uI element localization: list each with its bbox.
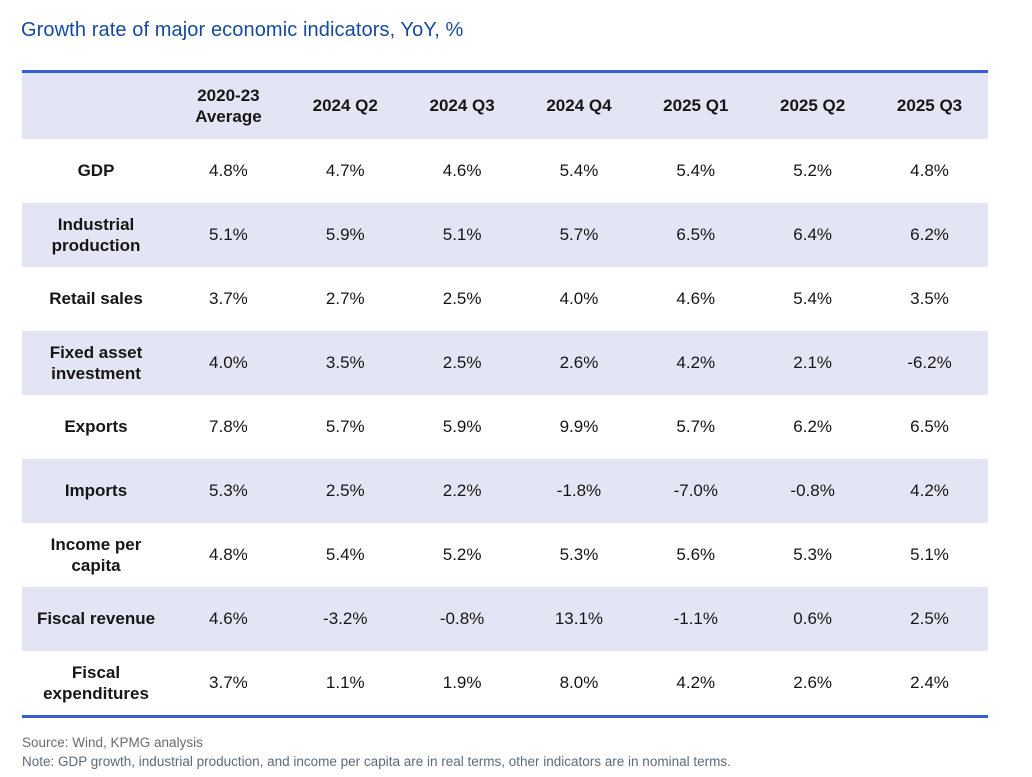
row-label-fiscal-expenditures: Fiscal expenditures xyxy=(22,651,170,715)
indicators-table-container: 2020-23 Average 2024 Q2 2024 Q3 2024 Q4 … xyxy=(22,70,988,718)
cell-fiscexp-avg: 3.7% xyxy=(170,651,287,715)
header-row: 2020-23 Average 2024 Q2 2024 Q3 2024 Q4 … xyxy=(22,73,988,139)
cell-gdp-2025q2: 5.2% xyxy=(754,139,872,203)
cell-imports-2024q2: 2.5% xyxy=(286,459,404,523)
cell-retail-avg: 3.7% xyxy=(170,267,287,331)
source-note: Source: Wind, KPMG analysis xyxy=(22,735,203,750)
cell-income-2024q4: 5.3% xyxy=(520,523,638,587)
cell-fai-avg: 4.0% xyxy=(170,331,287,395)
cell-gdp-2024q3: 4.6% xyxy=(403,139,521,203)
cell-fiscrev-2024q2: -3.2% xyxy=(286,587,404,651)
cell-exports-2025q1: 5.7% xyxy=(637,395,755,459)
cell-imports-2025q1: -7.0% xyxy=(637,459,755,523)
figure-footer: Source: Wind, KPMG analysis Note: GDP gr… xyxy=(22,734,1012,772)
cell-fiscexp-2024q3: 1.9% xyxy=(403,651,521,715)
cell-gdp-2025q3: 4.8% xyxy=(871,139,988,203)
cell-fiscrev-2025q3: 2.5% xyxy=(871,587,988,651)
cell-exports-avg: 7.8% xyxy=(170,395,287,459)
cell-income-2025q1: 5.6% xyxy=(637,523,755,587)
row-label-exports: Exports xyxy=(22,395,170,459)
cell-income-2024q2: 5.4% xyxy=(286,523,404,587)
cell-fiscexp-2025q2: 2.6% xyxy=(754,651,872,715)
header-cell-2024-q4: 2024 Q4 xyxy=(520,73,638,139)
table-row-gdp: GDP 4.8% 4.7% 4.6% 5.4% 5.4% 5.2% 4.8% xyxy=(22,139,988,203)
cell-fai-2024q3: 2.5% xyxy=(403,331,521,395)
header-cell-blank xyxy=(22,73,170,139)
cell-fiscexp-2024q4: 8.0% xyxy=(520,651,638,715)
row-label-income-per-capita: Income per capita xyxy=(22,523,170,587)
table-row-fixed-asset-investment: Fixed asset investment 4.0% 3.5% 2.5% 2.… xyxy=(22,331,988,395)
header-cell-2025-q1: 2025 Q1 xyxy=(637,73,755,139)
cell-exports-2025q3: 6.5% xyxy=(871,395,988,459)
cell-retail-2025q2: 5.4% xyxy=(754,267,872,331)
cell-exports-2024q4: 9.9% xyxy=(520,395,638,459)
cell-fai-2024q2: 3.5% xyxy=(286,331,404,395)
cell-fiscrev-2024q3: -0.8% xyxy=(403,587,521,651)
row-label-fixed-asset-investment: Fixed asset investment xyxy=(22,331,170,395)
cell-indprod-2024q2: 5.9% xyxy=(286,203,404,267)
header-cell-2020-23-average: 2020-23 Average xyxy=(170,73,287,139)
cell-imports-2024q3: 2.2% xyxy=(403,459,521,523)
cell-fiscexp-2024q2: 1.1% xyxy=(286,651,404,715)
cell-retail-2024q2: 2.7% xyxy=(286,267,404,331)
cell-fai-2025q2: 2.1% xyxy=(754,331,872,395)
header-cell-2025-q3: 2025 Q3 xyxy=(871,73,988,139)
cell-imports-avg: 5.3% xyxy=(170,459,287,523)
cell-fai-2025q1: 4.2% xyxy=(637,331,755,395)
cell-indprod-2025q1: 6.5% xyxy=(637,203,755,267)
header-cell-2024-q3: 2024 Q3 xyxy=(403,73,521,139)
methodology-note: Note: GDP growth, industrial production,… xyxy=(22,753,731,769)
cell-fai-2025q3: -6.2% xyxy=(871,331,988,395)
cell-retail-2025q1: 4.6% xyxy=(637,267,755,331)
cell-imports-2024q4: -1.8% xyxy=(520,459,638,523)
row-label-retail-sales: Retail sales xyxy=(22,267,170,331)
cell-gdp-2025q1: 5.4% xyxy=(637,139,755,203)
cell-gdp-2024q2: 4.7% xyxy=(286,139,404,203)
figure-title: Growth rate of major economic indicators… xyxy=(21,19,464,41)
cell-exports-2024q2: 5.7% xyxy=(286,395,404,459)
header-cell-2025-q2: 2025 Q2 xyxy=(754,73,872,139)
table-row-industrial-production: Industrial production 5.1% 5.9% 5.1% 5.7… xyxy=(22,203,988,267)
cell-fiscexp-2025q1: 4.2% xyxy=(637,651,755,715)
cell-exports-2024q3: 5.9% xyxy=(403,395,521,459)
cell-income-2024q3: 5.2% xyxy=(403,523,521,587)
table-body: GDP 4.8% 4.7% 4.6% 5.4% 5.4% 5.2% 4.8% I… xyxy=(22,139,988,715)
cell-income-2025q2: 5.3% xyxy=(754,523,872,587)
table-row-imports: Imports 5.3% 2.5% 2.2% -1.8% -7.0% -0.8%… xyxy=(22,459,988,523)
cell-income-2025q3: 5.1% xyxy=(871,523,988,587)
cell-fiscrev-avg: 4.6% xyxy=(170,587,287,651)
cell-indprod-2024q4: 5.7% xyxy=(520,203,638,267)
table-row-fiscal-expenditures: Fiscal expenditures 3.7% 1.1% 1.9% 8.0% … xyxy=(22,651,988,715)
cell-fiscrev-2024q4: 13.1% xyxy=(520,587,638,651)
cell-retail-2024q3: 2.5% xyxy=(403,267,521,331)
row-label-fiscal-revenue: Fiscal revenue xyxy=(22,587,170,651)
table-row-exports: Exports 7.8% 5.7% 5.9% 9.9% 5.7% 6.2% 6.… xyxy=(22,395,988,459)
cell-fiscexp-2025q3: 2.4% xyxy=(871,651,988,715)
cell-fai-2024q4: 2.6% xyxy=(520,331,638,395)
table-row-income-per-capita: Income per capita 4.8% 5.4% 5.2% 5.3% 5.… xyxy=(22,523,988,587)
indicators-table: 2020-23 Average 2024 Q2 2024 Q3 2024 Q4 … xyxy=(22,73,988,715)
row-label-industrial-production: Industrial production xyxy=(22,203,170,267)
cell-fiscrev-2025q1: -1.1% xyxy=(637,587,755,651)
row-label-imports: Imports xyxy=(22,459,170,523)
cell-retail-2025q3: 3.5% xyxy=(871,267,988,331)
table-header: 2020-23 Average 2024 Q2 2024 Q3 2024 Q4 … xyxy=(22,73,988,139)
cell-retail-2024q4: 4.0% xyxy=(520,267,638,331)
cell-imports-2025q3: 4.2% xyxy=(871,459,988,523)
cell-imports-2025q2: -0.8% xyxy=(754,459,872,523)
header-cell-2024-q2: 2024 Q2 xyxy=(286,73,404,139)
table-row-retail-sales: Retail sales 3.7% 2.7% 2.5% 4.0% 4.6% 5.… xyxy=(22,267,988,331)
row-label-gdp: GDP xyxy=(22,139,170,203)
cell-indprod-avg: 5.1% xyxy=(170,203,287,267)
cell-fiscrev-2025q2: 0.6% xyxy=(754,587,872,651)
cell-indprod-2025q2: 6.4% xyxy=(754,203,872,267)
cell-exports-2025q2: 6.2% xyxy=(754,395,872,459)
cell-gdp-avg: 4.8% xyxy=(170,139,287,203)
cell-indprod-2025q3: 6.2% xyxy=(871,203,988,267)
table-row-fiscal-revenue: Fiscal revenue 4.6% -3.2% -0.8% 13.1% -1… xyxy=(22,587,988,651)
cell-indprod-2024q3: 5.1% xyxy=(403,203,521,267)
cell-gdp-2024q4: 5.4% xyxy=(520,139,638,203)
cell-income-avg: 4.8% xyxy=(170,523,287,587)
